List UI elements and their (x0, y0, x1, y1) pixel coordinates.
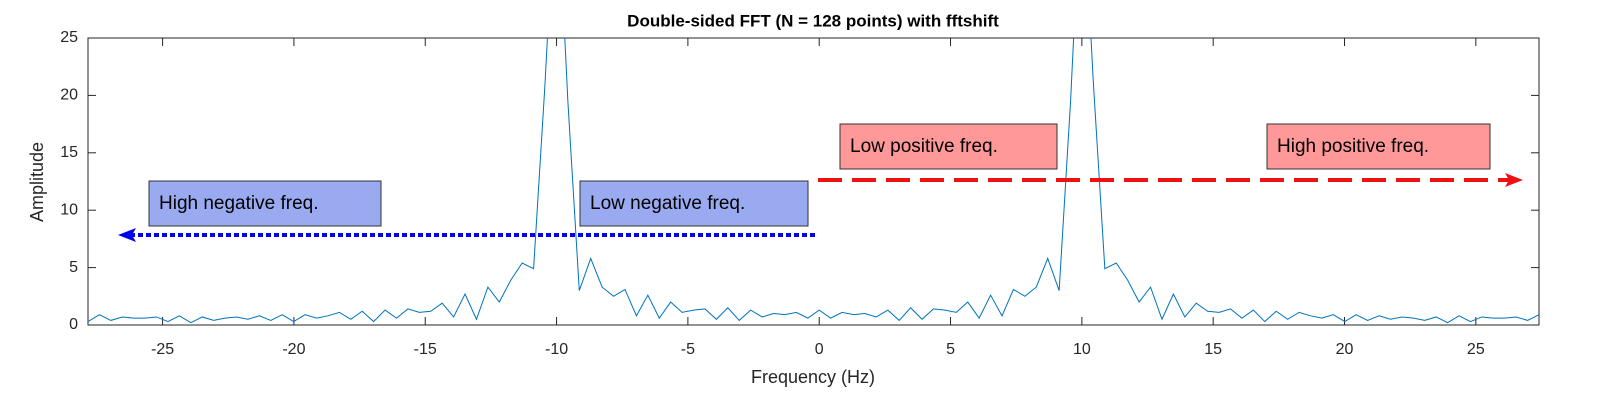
x-axis-label: Frequency (Hz) (751, 367, 875, 387)
y-tick-label: 5 (69, 259, 78, 276)
x-tick-label: 25 (1467, 341, 1485, 358)
annotation-box (579, 180, 809, 227)
annotation: Low negative freq. (590, 193, 745, 214)
y-tick-label: 0 (69, 316, 78, 333)
annotation-box (839, 123, 1058, 170)
annotation: High negative freq. (159, 193, 319, 214)
y-tick-label: 15 (60, 144, 78, 161)
x-tick-label: -25 (151, 341, 174, 358)
x-tick-label: -20 (282, 341, 305, 358)
y-axis-label: Amplitude (27, 142, 47, 222)
annotation-box (1266, 123, 1491, 170)
annotation-box (148, 180, 382, 227)
annotation: High positive freq. (1277, 136, 1429, 157)
lines (88, 38, 1539, 324)
x-tick-label: 20 (1336, 341, 1354, 358)
x-tick-label: 10 (1073, 341, 1091, 358)
x-tick-label: 0 (815, 341, 824, 358)
annotation: Low positive freq. (850, 136, 998, 157)
data-line (88, 38, 1539, 324)
x-tick-label: 15 (1204, 341, 1222, 358)
arrow-head (1505, 173, 1523, 187)
y-tick-label: 25 (60, 29, 78, 46)
ticks: -25 -20 -15 -10 -5 0 5 10 15 20 25 0 5 10 15 20 25 (60, 29, 1539, 358)
x-tick-label: 5 (946, 341, 955, 358)
y-tick-label: 20 (60, 87, 78, 104)
y-tick-label: 10 (60, 201, 78, 218)
x-tick-label: -10 (545, 341, 568, 358)
chart-title: Double-sided FFT (N = 128 points) with f… (627, 11, 999, 30)
arrow-head (118, 228, 136, 242)
x-tick-label: -15 (414, 341, 437, 358)
x-tick-label: -5 (681, 341, 695, 358)
